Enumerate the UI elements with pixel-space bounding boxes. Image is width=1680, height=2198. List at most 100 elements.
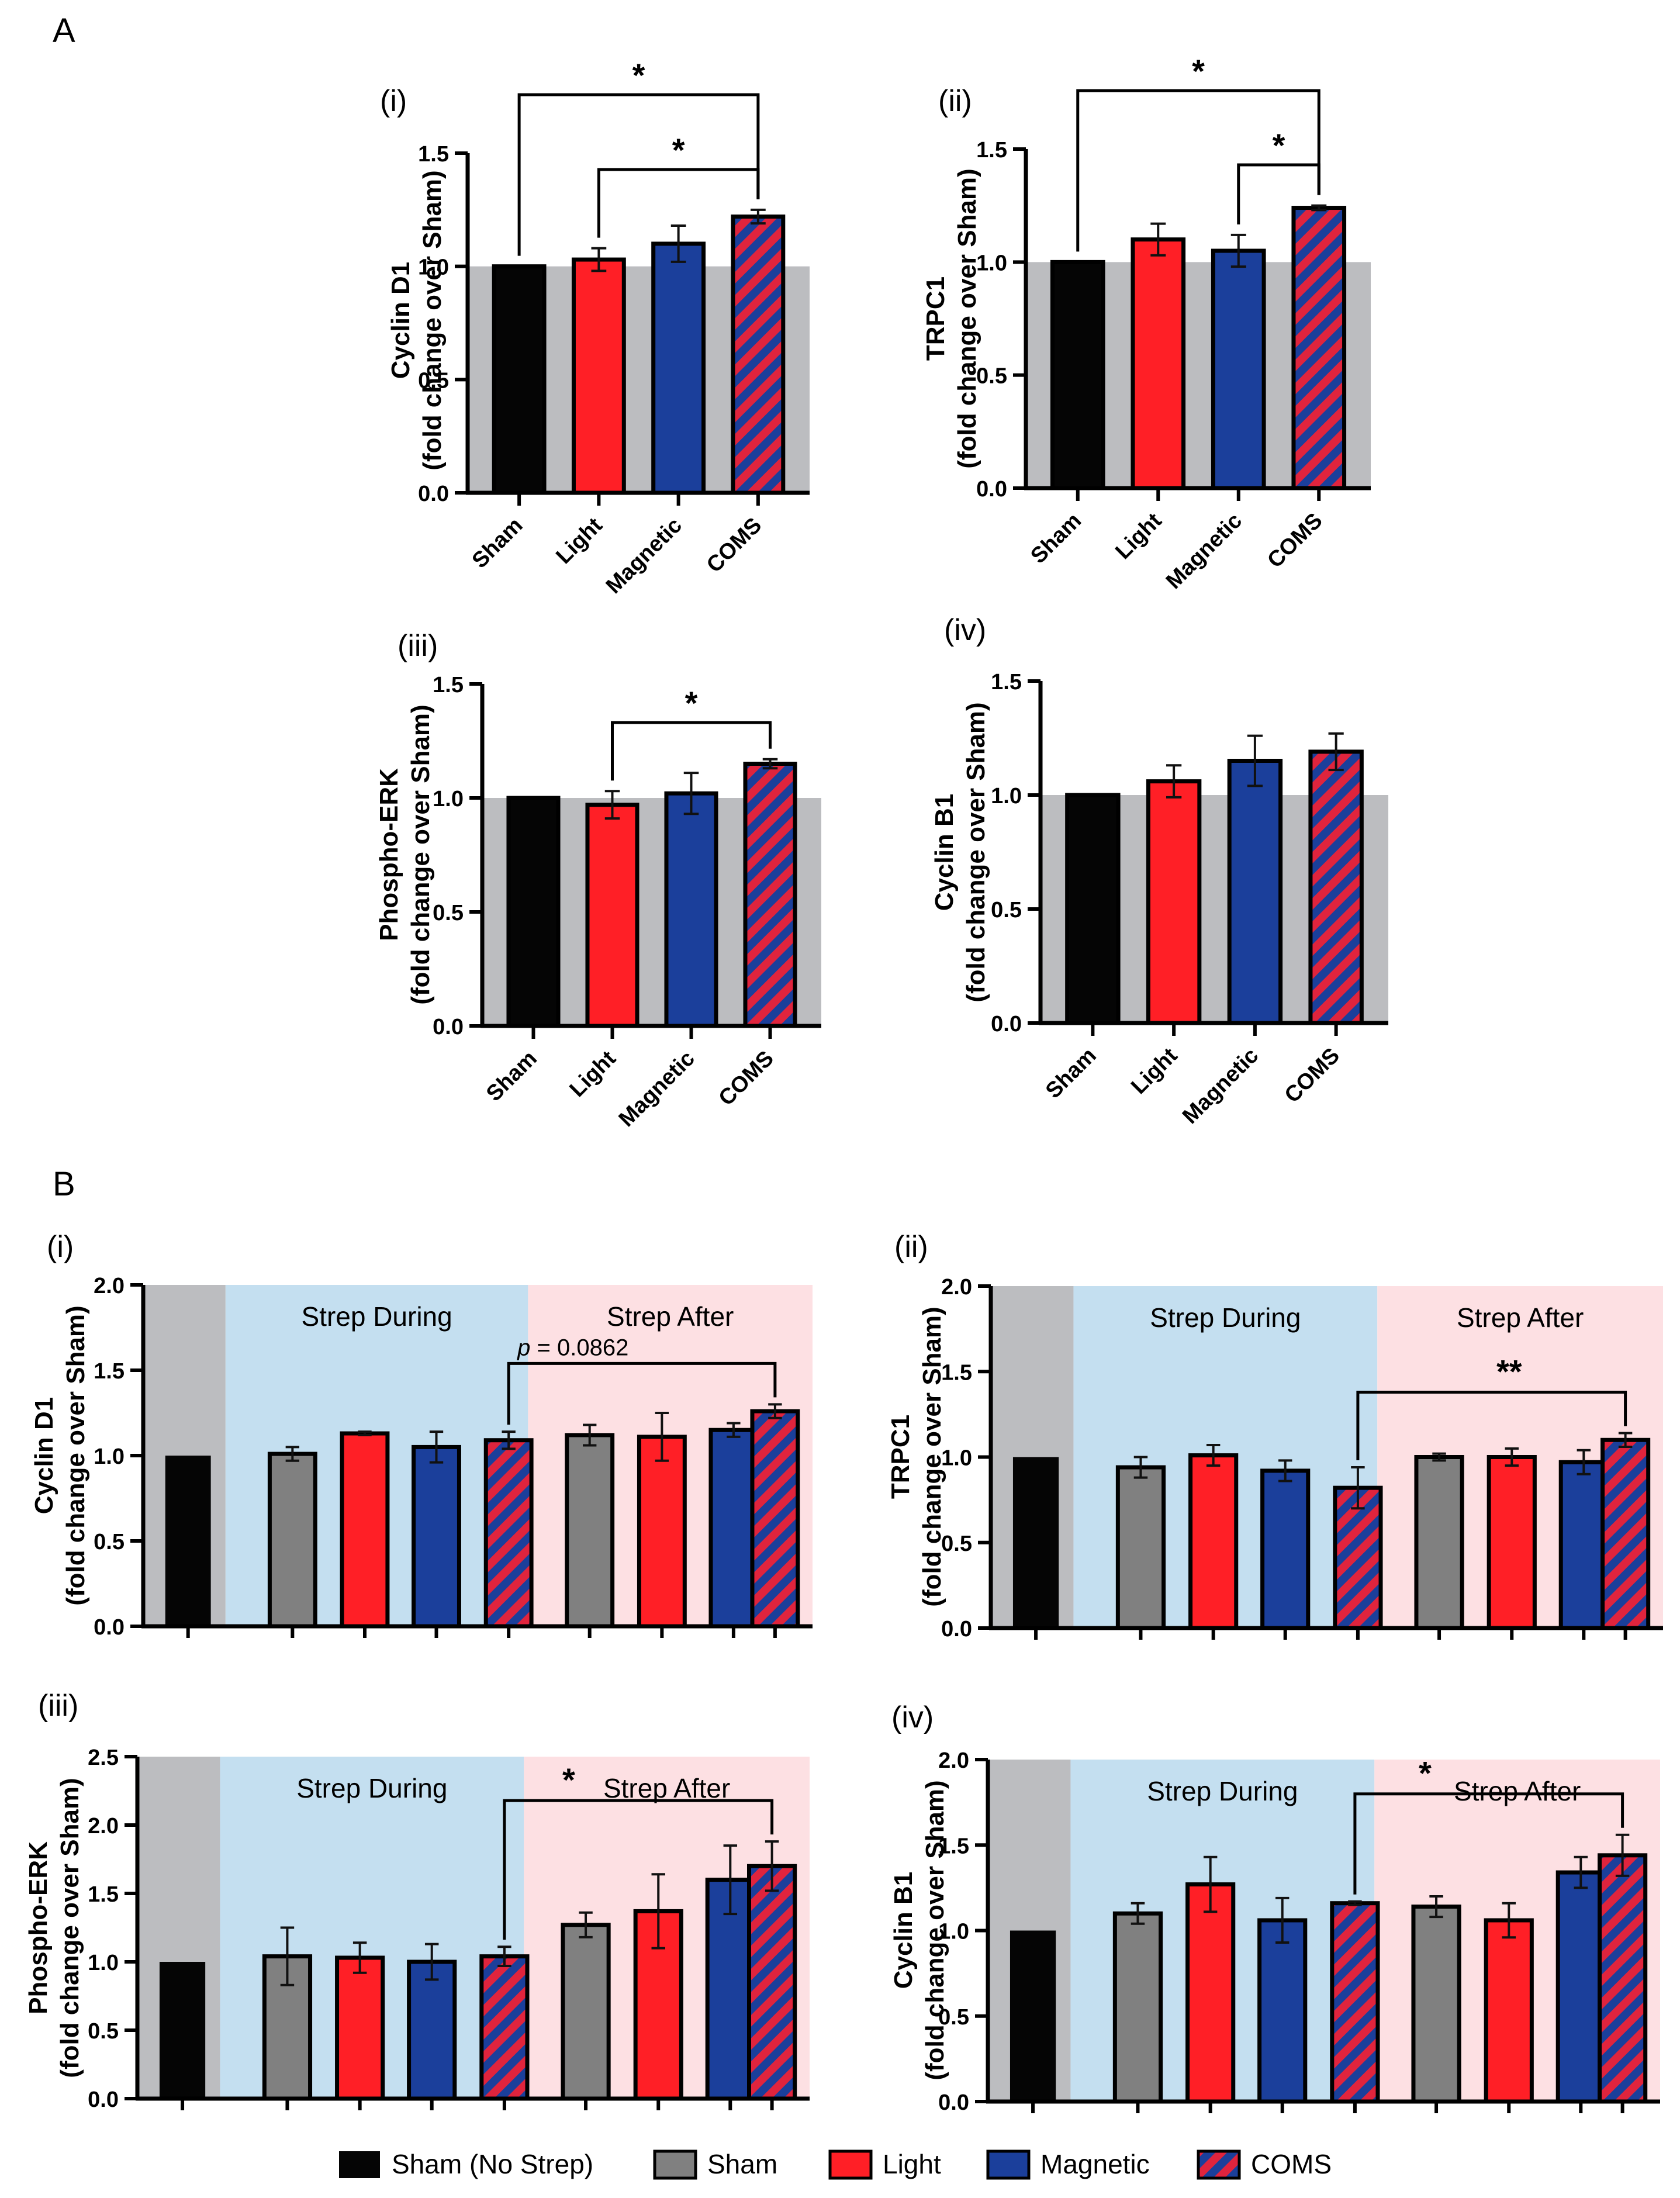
bar — [407, 1959, 457, 2101]
bar — [708, 1428, 759, 1629]
y-tick-label: 0.0 — [433, 1015, 464, 1039]
y-tick-label: 0.5 — [88, 2019, 119, 2044]
bar — [1598, 1853, 1648, 2104]
bar — [483, 1438, 534, 1629]
legend-swatch — [1197, 2149, 1241, 2180]
bar — [340, 1431, 390, 1629]
significance-bracket — [1356, 1391, 1627, 1461]
significance-marker: * — [672, 132, 685, 168]
significance-marker: ** — [1496, 1353, 1522, 1390]
bar — [743, 762, 797, 1028]
y-axis-label-line: TRPC1 — [886, 1415, 915, 1499]
y-tick-label: 0.0 — [94, 1615, 125, 1640]
chart-a-ii: (ii) TRPC1 (fold change over Sham) 0.0 0.5 1.… — [921, 53, 1371, 594]
bar — [1330, 1901, 1380, 2104]
y-tick-label: 1.5 — [94, 1359, 125, 1384]
x-tick-label: COMS — [1263, 509, 1327, 573]
bar — [1291, 206, 1347, 490]
y-axis-label-line: Cyclin D1 — [30, 1397, 58, 1515]
panel-label-b: B — [53, 1165, 75, 1203]
x-tick-label: Magnetic — [614, 1046, 700, 1132]
x-tick-label: Magnetic — [602, 513, 687, 599]
panel-label-a: A — [53, 12, 75, 50]
panel-sublabel: (iv) — [944, 613, 986, 647]
significance-marker: * — [562, 1761, 575, 1798]
bar — [335, 1955, 385, 2101]
significance-bracket — [1076, 89, 1321, 252]
significance-bracket — [517, 93, 760, 256]
y-tick-label: 0.0 — [991, 1012, 1022, 1036]
bar — [1131, 237, 1186, 490]
y-axis-label-line: (fold change over Sham) — [962, 702, 990, 1002]
legend-swatch — [339, 2151, 380, 2178]
y-tick-label: 1.0 — [976, 251, 1007, 275]
y-axis-label-line: Cyclin D1 — [386, 262, 415, 379]
bar — [1484, 1918, 1534, 2104]
bar — [585, 803, 639, 1028]
legend-item-magnetic: Magnetic — [986, 2149, 1150, 2180]
x-tick-label: COMS — [714, 1046, 779, 1111]
region-label-strep-after: Strep After — [603, 1773, 730, 1803]
y-axis-label-line: (fold change over Sham) — [953, 168, 981, 468]
bar — [1414, 1455, 1464, 1630]
bar — [1050, 260, 1105, 490]
x-tick-label: Light — [551, 513, 607, 569]
bar — [1558, 1460, 1609, 1630]
y-tick-label: 2.5 — [88, 1746, 119, 1770]
y-axis-label-line: Phospho-ERK — [24, 1841, 53, 2014]
y-tick-label: 1.5 — [433, 673, 464, 697]
chart-b-i: (i) Cyclin D1 (fold change over Sham) Strep… — [30, 1230, 813, 1640]
region-label-strep-after: Strep After — [1454, 1776, 1581, 1806]
region-label-strep-during: Strep During — [301, 1301, 452, 1332]
legend-label: Light — [883, 2149, 941, 2179]
y-tick-label: 0.5 — [938, 2005, 969, 2030]
bar — [1115, 1465, 1166, 1630]
x-tick-label: Sham — [1026, 509, 1086, 569]
significance-marker: * — [1273, 127, 1285, 164]
significance-marker: * — [1419, 1755, 1432, 1792]
x-tick-label: Sham — [482, 1046, 542, 1107]
y-tick-label: 0.5 — [433, 901, 464, 925]
y-axis-label-line: (fold change over Sham) — [918, 1307, 946, 1606]
bar — [506, 796, 561, 1028]
bar — [561, 1923, 611, 2101]
bar — [267, 1451, 317, 1629]
bar — [1146, 779, 1202, 1025]
y-tick-label: 1.5 — [941, 1360, 972, 1385]
y-axis-label-line: (fold change over Sham) — [418, 170, 447, 470]
bar — [1188, 1453, 1239, 1630]
legend-swatch — [653, 2149, 697, 2180]
region-label-strep-after: Strep After — [1457, 1302, 1584, 1333]
chart-a-i: (i) Cyclin D1 (fold change over Sham) 0.0 0.… — [380, 57, 810, 599]
y-axis-label-line: Cyclin B1 — [889, 1872, 918, 1989]
significance-marker: * — [1192, 53, 1205, 89]
y-axis-label: Phospho-ERK (fold change over Sham) — [24, 1778, 84, 2078]
legend-item-sham-no-strep: Sham (No Strep) — [339, 2149, 593, 2179]
y-tick-label: 0.5 — [418, 368, 449, 393]
y-tick-label: 0.0 — [976, 477, 1007, 502]
y-axis-label-line: (fold change over Sham) — [61, 1305, 90, 1605]
panel-sublabel: (iii) — [397, 629, 438, 663]
significance-bracket — [507, 1361, 777, 1425]
p-value-symbol: p — [517, 1335, 530, 1360]
bar — [705, 1878, 755, 2101]
y-tick-label: 1.5 — [991, 670, 1022, 694]
y-axis-label-line: (fold change over Sham) — [406, 704, 435, 1004]
legend-item-light: Light — [828, 2149, 941, 2180]
y-axis-label-line: Cyclin B1 — [930, 794, 959, 911]
y-tick-label: 0.5 — [976, 364, 1007, 389]
y-tick-label: 1.0 — [938, 1920, 969, 1944]
x-tick-label: Light — [565, 1046, 621, 1102]
y-axis-label-line: TRPC1 — [921, 277, 950, 361]
y-tick-label: 1.5 — [418, 142, 449, 167]
bar — [637, 1435, 687, 1629]
y-tick-label: 0.5 — [94, 1530, 125, 1554]
y-tick-label: 1.0 — [88, 1951, 119, 1975]
bar — [1487, 1455, 1537, 1630]
y-tick-label: 2.0 — [938, 1748, 969, 1773]
legend-label: Magnetic — [1041, 2149, 1150, 2179]
bar — [1257, 1918, 1308, 2104]
y-tick-label: 1.5 — [976, 138, 1007, 163]
bar — [1185, 1882, 1236, 2104]
y-tick-label: 2.0 — [94, 1274, 125, 1298]
